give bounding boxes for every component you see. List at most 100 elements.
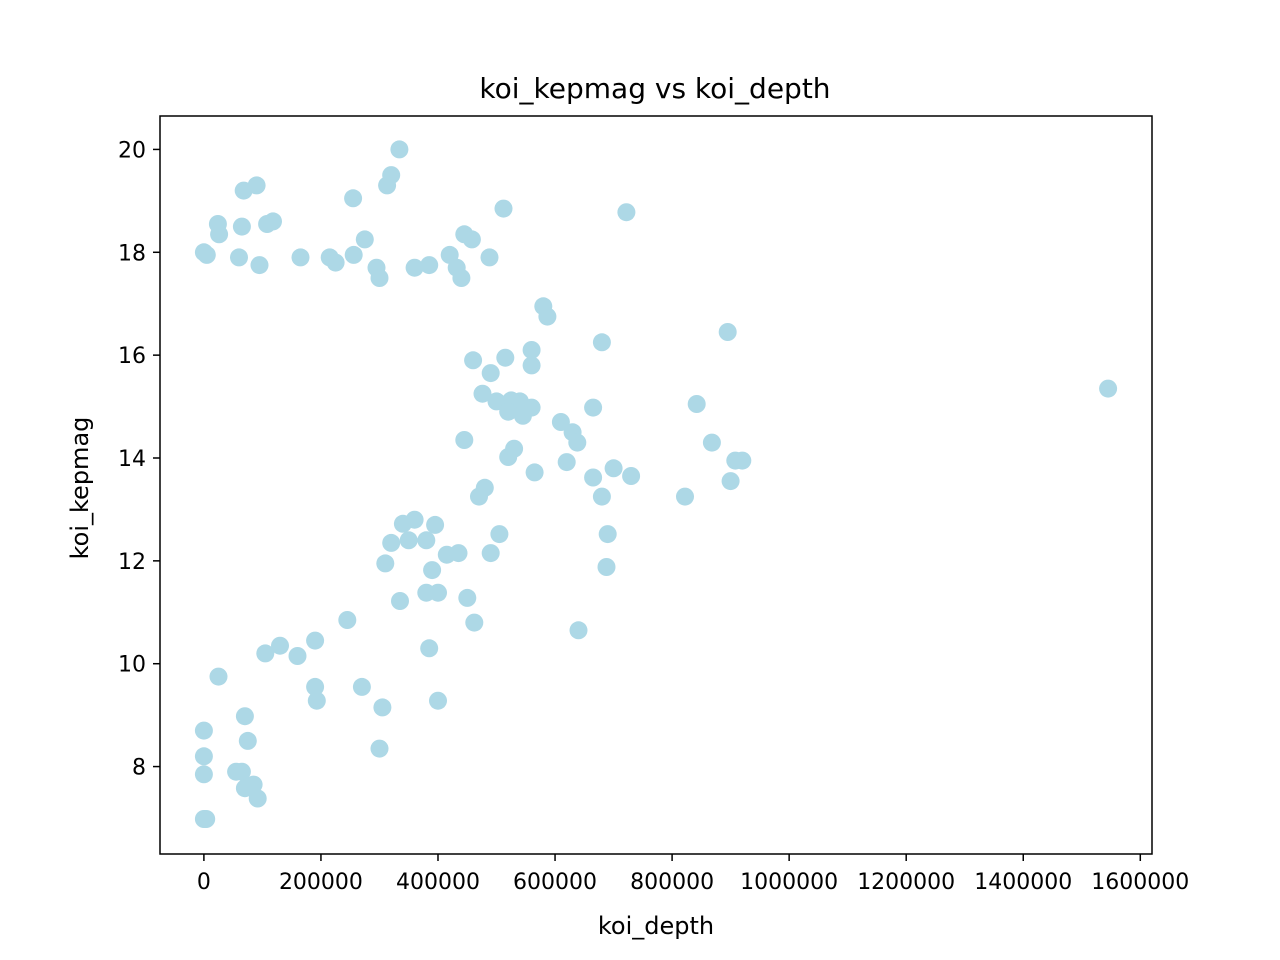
x-tick-label: 1000000 [740, 870, 838, 895]
plot-frame [159, 115, 1153, 855]
data-point-79 [194, 747, 213, 766]
data-point-62 [458, 588, 477, 607]
data-point-60 [481, 544, 500, 563]
data-point-18 [230, 248, 248, 267]
x-tick-label: 1400000 [974, 870, 1072, 895]
x-tick-label: 800000 [630, 870, 714, 895]
data-point-108 [487, 392, 506, 411]
data-point-100 [426, 515, 445, 534]
data-point-77 [235, 779, 254, 798]
y-axis-ticks: 8 10 12 14 16 18 20 [118, 138, 160, 781]
data-point-5 [344, 189, 363, 208]
x-axis-label: koi_depth [598, 912, 714, 940]
data-point-72 [235, 707, 254, 726]
y-tick-label: 12 [118, 550, 146, 575]
y-tick-label: 14 [118, 447, 146, 472]
data-point-36 [522, 341, 541, 359]
data-point-104 [475, 478, 494, 497]
data-point-75 [232, 762, 251, 781]
data-point-84 [209, 667, 228, 686]
data-point-89 [338, 611, 357, 629]
data-point-59 [490, 525, 509, 544]
data-point-102 [405, 510, 424, 529]
data-point-25 [326, 253, 345, 272]
data-point-33 [538, 307, 557, 326]
data-point-69 [352, 677, 371, 696]
data-point-57 [676, 487, 694, 506]
data-point-31 [370, 269, 389, 287]
data-point-82 [197, 810, 216, 828]
data-point-50 [557, 453, 576, 472]
data-point-52 [622, 467, 641, 485]
y-tick-label: 8 [132, 756, 146, 781]
data-point-86 [256, 644, 275, 663]
data-point-28 [420, 256, 439, 275]
x-tick-label: 600000 [513, 870, 597, 895]
data-point-78 [248, 789, 267, 808]
data-point-87 [288, 647, 307, 665]
data-point-83 [194, 721, 213, 740]
x-tick-label: 400000 [396, 870, 480, 895]
data-point-17 [197, 245, 216, 264]
data-point-114 [513, 406, 532, 425]
data-point-23 [480, 248, 499, 267]
data-point-6 [494, 199, 513, 218]
data-point-47 [702, 433, 721, 452]
data-point-41 [687, 395, 706, 413]
data-point-51 [604, 459, 623, 478]
data-point-106 [505, 439, 524, 458]
data-point-90 [391, 592, 409, 610]
data-point-27 [405, 258, 424, 277]
data-point-67 [307, 691, 326, 710]
data-point-80 [194, 765, 213, 784]
data-point-46 [568, 433, 587, 452]
data-point-54 [525, 463, 544, 482]
y-tick-label: 16 [118, 344, 146, 369]
data-point-12 [210, 225, 229, 244]
data-point-66 [429, 691, 447, 710]
data-point-93 [423, 561, 442, 580]
x-tick-label: 0 [197, 870, 211, 895]
data-point-39 [522, 356, 541, 375]
data-point-35 [592, 333, 611, 352]
data-point-111 [473, 384, 492, 403]
data-point-92 [429, 583, 447, 602]
data-point-34 [718, 323, 737, 341]
chart-title: koi_kepmag vs koi_depth [479, 72, 830, 105]
data-point-68 [306, 677, 325, 696]
data-point-97 [382, 533, 401, 552]
data-point-96 [376, 554, 395, 573]
y-axis-label: koi_kepmag [66, 417, 94, 560]
data-point-2 [234, 181, 253, 200]
data-point-56 [592, 487, 611, 506]
data-point-113 [499, 402, 518, 421]
data-point-73 [238, 731, 257, 750]
data-point-7 [617, 203, 636, 222]
data-point-71 [370, 739, 389, 758]
x-tick-label: 1200000 [857, 870, 955, 895]
data-point-37 [464, 351, 483, 370]
data-point-85 [271, 636, 289, 655]
data-point-0 [390, 140, 409, 159]
data-points [194, 140, 1118, 828]
y-tick-label: 20 [118, 138, 146, 163]
data-point-14 [462, 230, 481, 249]
data-point-98 [399, 531, 418, 550]
data-point-15 [355, 230, 374, 249]
data-point-58 [598, 525, 617, 544]
data-point-61 [597, 558, 616, 576]
data-point-49 [733, 451, 752, 470]
data-point-112 [455, 431, 474, 449]
data-point-70 [373, 698, 392, 717]
data-point-64 [569, 621, 588, 640]
data-point-110 [481, 364, 500, 383]
data-point-21 [344, 245, 363, 264]
data-point-42 [584, 398, 603, 417]
data-point-55 [721, 472, 740, 491]
data-point-24 [250, 256, 269, 275]
x-axis-ticks: 0 200000 400000 600000 800000 1000000 1200000 1… [197, 854, 1189, 895]
data-point-19 [291, 248, 310, 267]
y-tick-label: 18 [118, 241, 146, 266]
data-point-53 [584, 468, 603, 487]
